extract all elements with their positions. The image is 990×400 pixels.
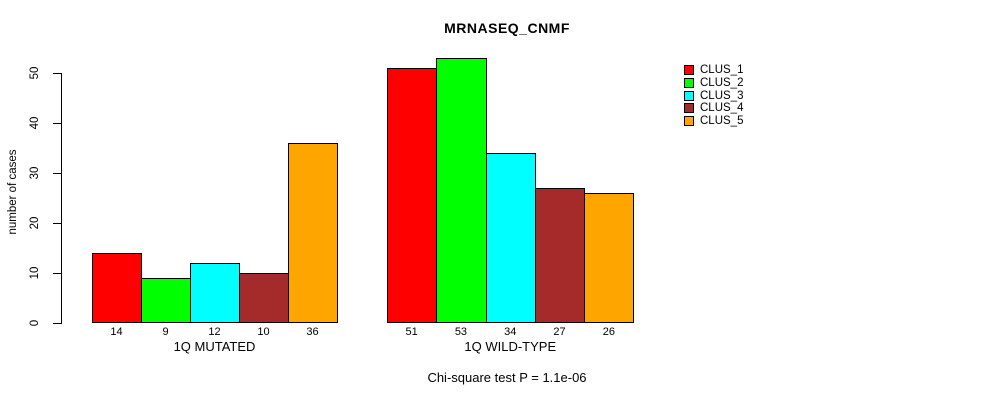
bar-value-label: 12 bbox=[208, 326, 221, 338]
legend-swatch bbox=[684, 90, 694, 101]
bar bbox=[239, 273, 289, 323]
chi-square-annotation: Chi-square test P = 1.1e-06 bbox=[427, 370, 587, 385]
y-tick bbox=[53, 223, 61, 224]
y-tick-label: 0 bbox=[29, 319, 41, 327]
bar bbox=[534, 188, 586, 323]
bar bbox=[485, 153, 536, 323]
y-tick-label: 20 bbox=[29, 216, 41, 230]
bar bbox=[436, 58, 487, 323]
bar-value-label: 14 bbox=[110, 326, 123, 338]
legend-swatch bbox=[684, 116, 694, 127]
y-tick bbox=[53, 73, 61, 74]
legend-item: CLUS_5 bbox=[684, 115, 743, 128]
y-tick-label: 40 bbox=[29, 116, 41, 130]
legend-swatch bbox=[684, 103, 694, 114]
y-tick-label: 10 bbox=[29, 266, 41, 280]
group-label: 1Q MUTATED bbox=[173, 339, 256, 354]
legend-swatch bbox=[684, 78, 694, 89]
bar-value-label: 27 bbox=[553, 326, 566, 338]
bar-value-label: 51 bbox=[405, 326, 418, 338]
y-tick-label: 50 bbox=[29, 66, 41, 80]
legend-label: CLUS_3 bbox=[700, 89, 744, 102]
bar-value-label: 9 bbox=[162, 326, 169, 338]
bar-value-label: 53 bbox=[454, 326, 468, 338]
legend-label: CLUS_2 bbox=[700, 77, 744, 90]
legend: CLUS_1 CLUS_2 CLUS_3 CLUS_4 CLUS_5 bbox=[684, 64, 743, 127]
legend-item: CLUS_2 bbox=[684, 77, 743, 90]
bar bbox=[288, 143, 338, 323]
y-tick bbox=[53, 123, 61, 124]
legend-label: CLUS_4 bbox=[700, 102, 744, 115]
legend-item: CLUS_1 bbox=[684, 64, 743, 77]
chart-title: MRNASEQ_CNMF bbox=[444, 20, 570, 36]
y-tick bbox=[53, 173, 61, 174]
bar bbox=[190, 263, 240, 323]
bar-value-label: 26 bbox=[602, 326, 615, 338]
legend-item: CLUS_3 bbox=[684, 89, 743, 102]
legend-item: CLUS_4 bbox=[684, 102, 743, 115]
bar-value-label: 10 bbox=[257, 326, 270, 338]
y-tick bbox=[53, 323, 61, 324]
bar bbox=[92, 253, 142, 323]
bar bbox=[387, 68, 438, 323]
legend-label: CLUS_5 bbox=[700, 115, 744, 128]
y-tick bbox=[53, 273, 61, 274]
bar-value-label: 36 bbox=[306, 326, 319, 338]
legend-swatch bbox=[684, 65, 694, 76]
group-label: 1Q WILD-TYPE bbox=[464, 339, 557, 354]
legend-label: CLUS_1 bbox=[700, 64, 744, 77]
y-axis-title: number of cases bbox=[7, 149, 19, 235]
bar-value-label: 34 bbox=[504, 326, 517, 338]
bar bbox=[141, 278, 191, 323]
y-tick-label: 30 bbox=[29, 166, 41, 180]
y-axis-line bbox=[61, 73, 62, 324]
bar bbox=[584, 193, 635, 323]
